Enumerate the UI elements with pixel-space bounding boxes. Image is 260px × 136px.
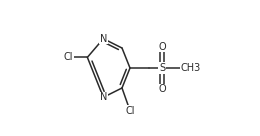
Text: N: N: [100, 34, 107, 44]
Text: O: O: [158, 42, 166, 52]
Text: Cl: Cl: [64, 52, 74, 62]
Text: O: O: [158, 84, 166, 94]
Text: Cl: Cl: [125, 106, 135, 116]
Text: S: S: [159, 63, 165, 73]
Text: CH3: CH3: [181, 63, 201, 73]
Text: N: N: [100, 92, 107, 102]
